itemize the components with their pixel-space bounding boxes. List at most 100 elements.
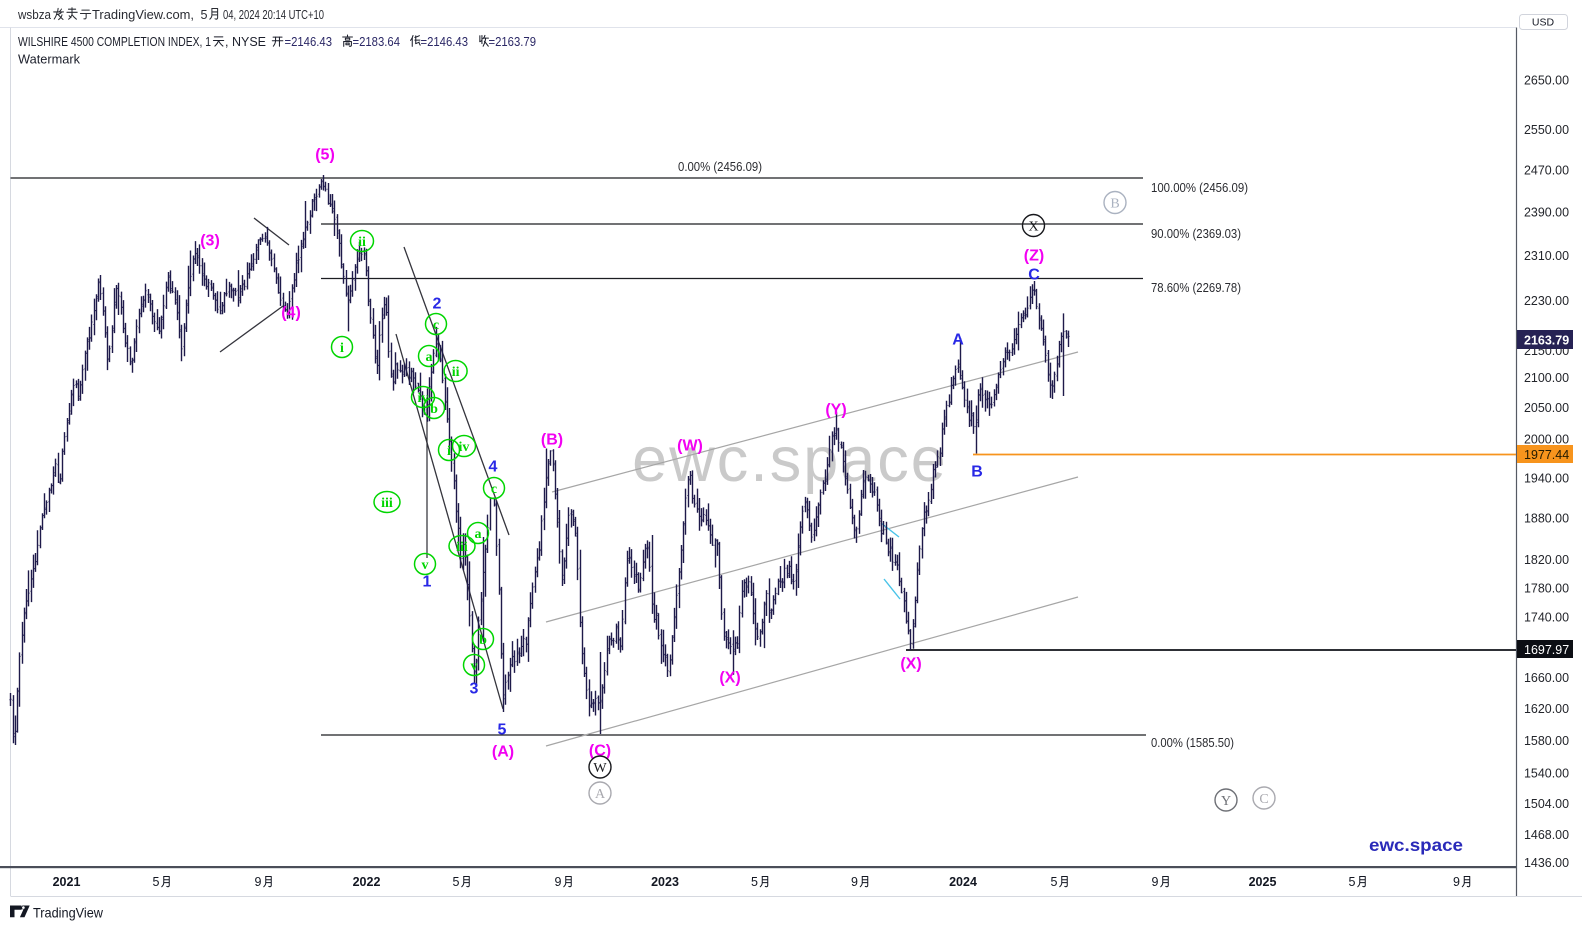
svg-text:TradingView.com,: TradingView.com, <box>92 7 194 22</box>
svg-text:9: 9 <box>555 875 562 889</box>
svg-text:2470.00: 2470.00 <box>1524 164 1569 178</box>
svg-text:iii: iii <box>456 540 468 555</box>
svg-text:5: 5 <box>201 7 208 22</box>
svg-text:5: 5 <box>751 875 758 889</box>
svg-text:(4): (4) <box>281 305 301 322</box>
svg-text:iv: iv <box>459 440 470 455</box>
svg-text:78.60% (2269.78): 78.60% (2269.78) <box>1151 281 1241 295</box>
svg-text:2050.00: 2050.00 <box>1524 401 1569 415</box>
svg-text:(B): (B) <box>541 432 563 449</box>
svg-text:b: b <box>479 633 487 648</box>
svg-text:1780.00: 1780.00 <box>1524 581 1569 595</box>
svg-text:1660.00: 1660.00 <box>1524 671 1569 685</box>
svg-text:2550.00: 2550.00 <box>1524 123 1569 137</box>
svg-text:WILSHIRE 4500 COMPLETION INDEX: WILSHIRE 4500 COMPLETION INDEX, 1 <box>18 34 211 49</box>
svg-text:W: W <box>593 761 607 776</box>
svg-text:(X): (X) <box>900 656 921 673</box>
svg-text:, NYSE: , NYSE <box>225 34 266 49</box>
svg-text:5: 5 <box>1051 875 1058 889</box>
svg-text:C: C <box>1028 267 1040 284</box>
svg-text:iv: iv <box>418 391 429 406</box>
svg-text:=2146.43: =2146.43 <box>285 34 333 49</box>
svg-text:2390.00: 2390.00 <box>1524 206 1569 220</box>
svg-text:B: B <box>1110 197 1119 212</box>
svg-text:ii: ii <box>452 365 460 380</box>
svg-text:iii: iii <box>381 496 393 511</box>
svg-text:1880.00: 1880.00 <box>1524 512 1569 526</box>
svg-text:0.00% (1585.50): 0.00% (1585.50) <box>1151 736 1234 750</box>
svg-text:wsbza: wsbza <box>17 7 52 22</box>
svg-text:5: 5 <box>498 722 507 739</box>
svg-text:1504.00: 1504.00 <box>1524 797 1569 811</box>
svg-text:a: a <box>475 527 482 542</box>
svg-text:2021: 2021 <box>53 875 81 889</box>
svg-text:a: a <box>426 350 433 365</box>
svg-text:2: 2 <box>433 296 442 313</box>
svg-text:1697.97: 1697.97 <box>1524 643 1569 657</box>
svg-text:90.00% (2369.03): 90.00% (2369.03) <box>1151 227 1241 241</box>
svg-text:(A): (A) <box>492 744 514 761</box>
svg-text:ewc.space: ewc.space <box>1369 835 1463 855</box>
svg-text:4: 4 <box>489 459 498 476</box>
svg-text:1820.00: 1820.00 <box>1524 553 1569 567</box>
svg-text:Y: Y <box>1221 794 1231 809</box>
svg-text:0.00% (2456.09): 0.00% (2456.09) <box>678 160 762 174</box>
svg-text:2023: 2023 <box>651 875 679 889</box>
svg-text:9: 9 <box>1453 875 1460 889</box>
svg-text:1940.00: 1940.00 <box>1524 471 1569 485</box>
svg-text:1977.44: 1977.44 <box>1524 448 1569 462</box>
svg-text:9: 9 <box>851 875 858 889</box>
svg-text:USD: USD <box>1532 17 1555 29</box>
svg-text:1: 1 <box>423 574 432 591</box>
svg-text:ewc.space: ewc.space <box>632 425 948 495</box>
svg-text:B: B <box>971 464 983 481</box>
svg-text:2163.79: 2163.79 <box>1524 334 1569 348</box>
svg-text:X: X <box>1028 220 1038 235</box>
svg-text:5: 5 <box>153 875 160 889</box>
svg-text:(3): (3) <box>200 233 220 250</box>
svg-text:(C): (C) <box>589 743 611 760</box>
svg-text:2024: 2024 <box>949 875 977 889</box>
svg-text:ii: ii <box>358 235 366 250</box>
svg-text:2100.00: 2100.00 <box>1524 371 1569 385</box>
svg-text:=2163.79: =2163.79 <box>489 34 537 49</box>
svg-text:=2183.64: =2183.64 <box>353 34 401 49</box>
svg-text:1540.00: 1540.00 <box>1524 767 1569 781</box>
svg-text:9: 9 <box>1152 875 1159 889</box>
svg-text:1580.00: 1580.00 <box>1524 734 1569 748</box>
svg-text:9: 9 <box>255 875 262 889</box>
svg-text:5: 5 <box>1349 875 1356 889</box>
svg-text:04, 2024 20:14 UTC+10: 04, 2024 20:14 UTC+10 <box>223 7 324 22</box>
svg-text:1740.00: 1740.00 <box>1524 610 1569 624</box>
svg-text:2310.00: 2310.00 <box>1524 249 1569 263</box>
svg-text:TradingView: TradingView <box>33 905 104 921</box>
svg-text:v: v <box>422 558 429 573</box>
svg-text:2230.00: 2230.00 <box>1524 294 1569 308</box>
svg-text:5: 5 <box>453 875 460 889</box>
svg-text:(Y): (Y) <box>825 402 846 419</box>
svg-text:c: c <box>433 318 439 333</box>
svg-text:(X): (X) <box>719 670 740 687</box>
svg-text:(5): (5) <box>315 147 335 164</box>
svg-text:C: C <box>1259 792 1268 807</box>
svg-text:i: i <box>340 341 344 356</box>
svg-text:A: A <box>952 332 964 349</box>
svg-text:2650.00: 2650.00 <box>1524 74 1569 88</box>
svg-text:2025: 2025 <box>1249 875 1277 889</box>
svg-text:1436.00: 1436.00 <box>1524 856 1569 870</box>
svg-text:3: 3 <box>470 681 479 698</box>
svg-text:100.00% (2456.09): 100.00% (2456.09) <box>1151 181 1248 195</box>
svg-text:A: A <box>595 787 606 802</box>
svg-text:1620.00: 1620.00 <box>1524 702 1569 716</box>
svg-text:v: v <box>471 659 478 674</box>
svg-text:=2146.43: =2146.43 <box>421 34 469 49</box>
svg-text:2000.00: 2000.00 <box>1524 432 1569 446</box>
svg-text:(Z): (Z) <box>1024 248 1044 265</box>
svg-text:b: b <box>430 402 438 417</box>
svg-text:i: i <box>447 444 451 459</box>
svg-text:1468.00: 1468.00 <box>1524 828 1569 842</box>
svg-text:2022: 2022 <box>353 875 381 889</box>
svg-text:Watermark: Watermark <box>18 52 80 67</box>
svg-text:c: c <box>491 482 497 497</box>
svg-text:(W): (W) <box>677 438 703 455</box>
